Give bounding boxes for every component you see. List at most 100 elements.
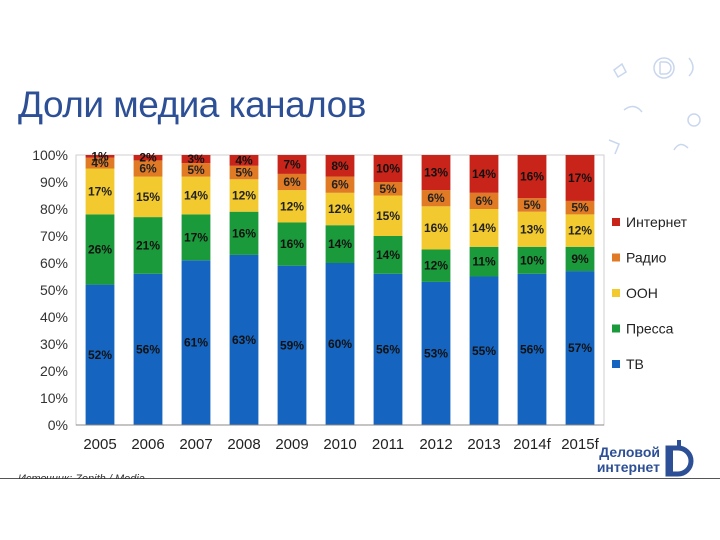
bar-segment-radio (565, 200, 595, 215)
bar-segment-ooh (373, 195, 403, 236)
y-tick-label: 40% (40, 309, 68, 325)
legend-label-tv: ТВ (626, 356, 644, 372)
data-label-tv: 59% (280, 338, 304, 352)
bar-segment-internet (133, 155, 163, 161)
decorative-doodles-icon (608, 57, 701, 155)
data-label-ooh: 15% (136, 190, 160, 204)
x-tick-label: 2009 (275, 436, 308, 453)
x-tick-label: 2013 (467, 436, 500, 453)
bar-segment-tv (133, 273, 163, 425)
bar-segment-press (181, 214, 211, 261)
data-label-press: 14% (328, 237, 352, 251)
x-tick-label: 2006 (131, 436, 164, 453)
bar-segment-ooh (565, 214, 595, 247)
data-label-tv: 61% (184, 336, 208, 350)
data-label-ooh: 12% (280, 199, 304, 213)
data-label-internet: 13% (424, 166, 448, 180)
data-label-press: 14% (376, 248, 400, 262)
bar-segment-radio (469, 192, 499, 209)
bar-segment-internet (469, 155, 499, 193)
legend-label-ooh: OOH (626, 285, 658, 301)
bar-segment-radio (373, 182, 403, 196)
bar-segment-radio (517, 198, 547, 212)
y-tick-label: 60% (40, 255, 68, 271)
x-tick-label: 2010 (323, 436, 356, 453)
data-label-tv: 57% (568, 341, 592, 355)
data-label-ooh: 12% (328, 202, 352, 216)
data-label-internet: 14% (472, 167, 496, 181)
legend-swatch-press (612, 324, 620, 333)
legend-label-internet: Интернет (626, 214, 688, 230)
y-tick-label: 30% (40, 336, 68, 352)
legend-label-press: Пресса (626, 321, 674, 337)
page-title: Доли медиа каналов (18, 84, 366, 125)
data-label-press: 12% (424, 259, 448, 273)
data-label-internet: 4% (235, 153, 253, 167)
source-note: Источник: Zenith / Media (18, 473, 145, 479)
data-label-radio: 6% (139, 162, 157, 176)
bar-segment-press (565, 246, 595, 272)
data-label-tv: 63% (232, 333, 256, 347)
bar-segment-ooh (517, 211, 547, 247)
data-label-tv: 55% (472, 344, 496, 358)
bar-segment-ooh (325, 192, 355, 226)
data-label-internet: 7% (283, 157, 301, 171)
data-label-ooh: 13% (520, 222, 544, 236)
logo-line-1: Деловой (599, 444, 660, 460)
data-label-internet: 17% (568, 171, 592, 185)
x-tick-label: 2011 (372, 436, 404, 453)
data-label-internet: 3% (187, 152, 205, 166)
data-label-press: 21% (136, 238, 160, 252)
bar-segment-tv (517, 273, 547, 425)
bar-segment-ooh (421, 206, 451, 250)
data-label-radio: 6% (475, 194, 493, 208)
y-tick-label: 80% (40, 201, 68, 217)
bar-segment-tv (85, 284, 115, 425)
data-label-press: 9% (571, 252, 589, 266)
data-label-tv: 53% (424, 346, 448, 360)
bar-segment-tv (181, 260, 211, 425)
bar-segment-press (85, 214, 115, 285)
legend-swatch-ooh (612, 289, 620, 297)
data-label-ooh: 16% (424, 221, 448, 235)
bar-segment-ooh (469, 209, 499, 247)
bar-segment-tv (277, 265, 307, 425)
bar-segment-radio (133, 160, 163, 177)
bar-segment-press (277, 222, 307, 266)
bar-segment-internet (517, 155, 547, 199)
bar-segment-internet (373, 155, 403, 182)
data-label-radio: 5% (235, 166, 253, 180)
bar-segment-press (373, 236, 403, 274)
data-label-radio: 5% (379, 182, 397, 196)
data-label-press: 16% (232, 226, 256, 240)
data-label-tv: 52% (88, 348, 112, 362)
data-label-press: 11% (472, 255, 496, 269)
logo-line-2: интернет (596, 459, 660, 475)
bar-segment-tv (325, 263, 355, 425)
data-label-radio: 4% (91, 156, 109, 170)
y-tick-label: 0% (48, 417, 68, 433)
footer-divider (0, 478, 720, 479)
legend-swatch-tv (612, 360, 620, 368)
data-label-internet: 10% (376, 162, 400, 176)
data-label-press: 16% (280, 237, 304, 251)
bar-segment-ooh (181, 176, 211, 215)
bar-segment-ooh (277, 190, 307, 223)
data-label-tv: 56% (136, 342, 160, 356)
x-tick-label: 2008 (227, 436, 260, 453)
bar-segment-internet (181, 155, 211, 164)
y-tick-label: 10% (40, 390, 68, 406)
x-tick-label: 2005 (83, 436, 116, 453)
data-label-internet: 2% (139, 151, 157, 165)
x-tick-label: 2015f (561, 436, 599, 453)
bar-segment-press (325, 225, 355, 263)
bar-segment-press (469, 246, 499, 277)
y-tick-label: 90% (40, 174, 68, 190)
bar-segment-press (421, 249, 451, 282)
x-tick-label: 2012 (419, 436, 452, 453)
data-label-ooh: 17% (88, 184, 112, 198)
y-tick-label: 50% (40, 282, 68, 298)
data-label-radio: 6% (331, 178, 349, 192)
x-tick-label: 2014f (513, 436, 551, 453)
